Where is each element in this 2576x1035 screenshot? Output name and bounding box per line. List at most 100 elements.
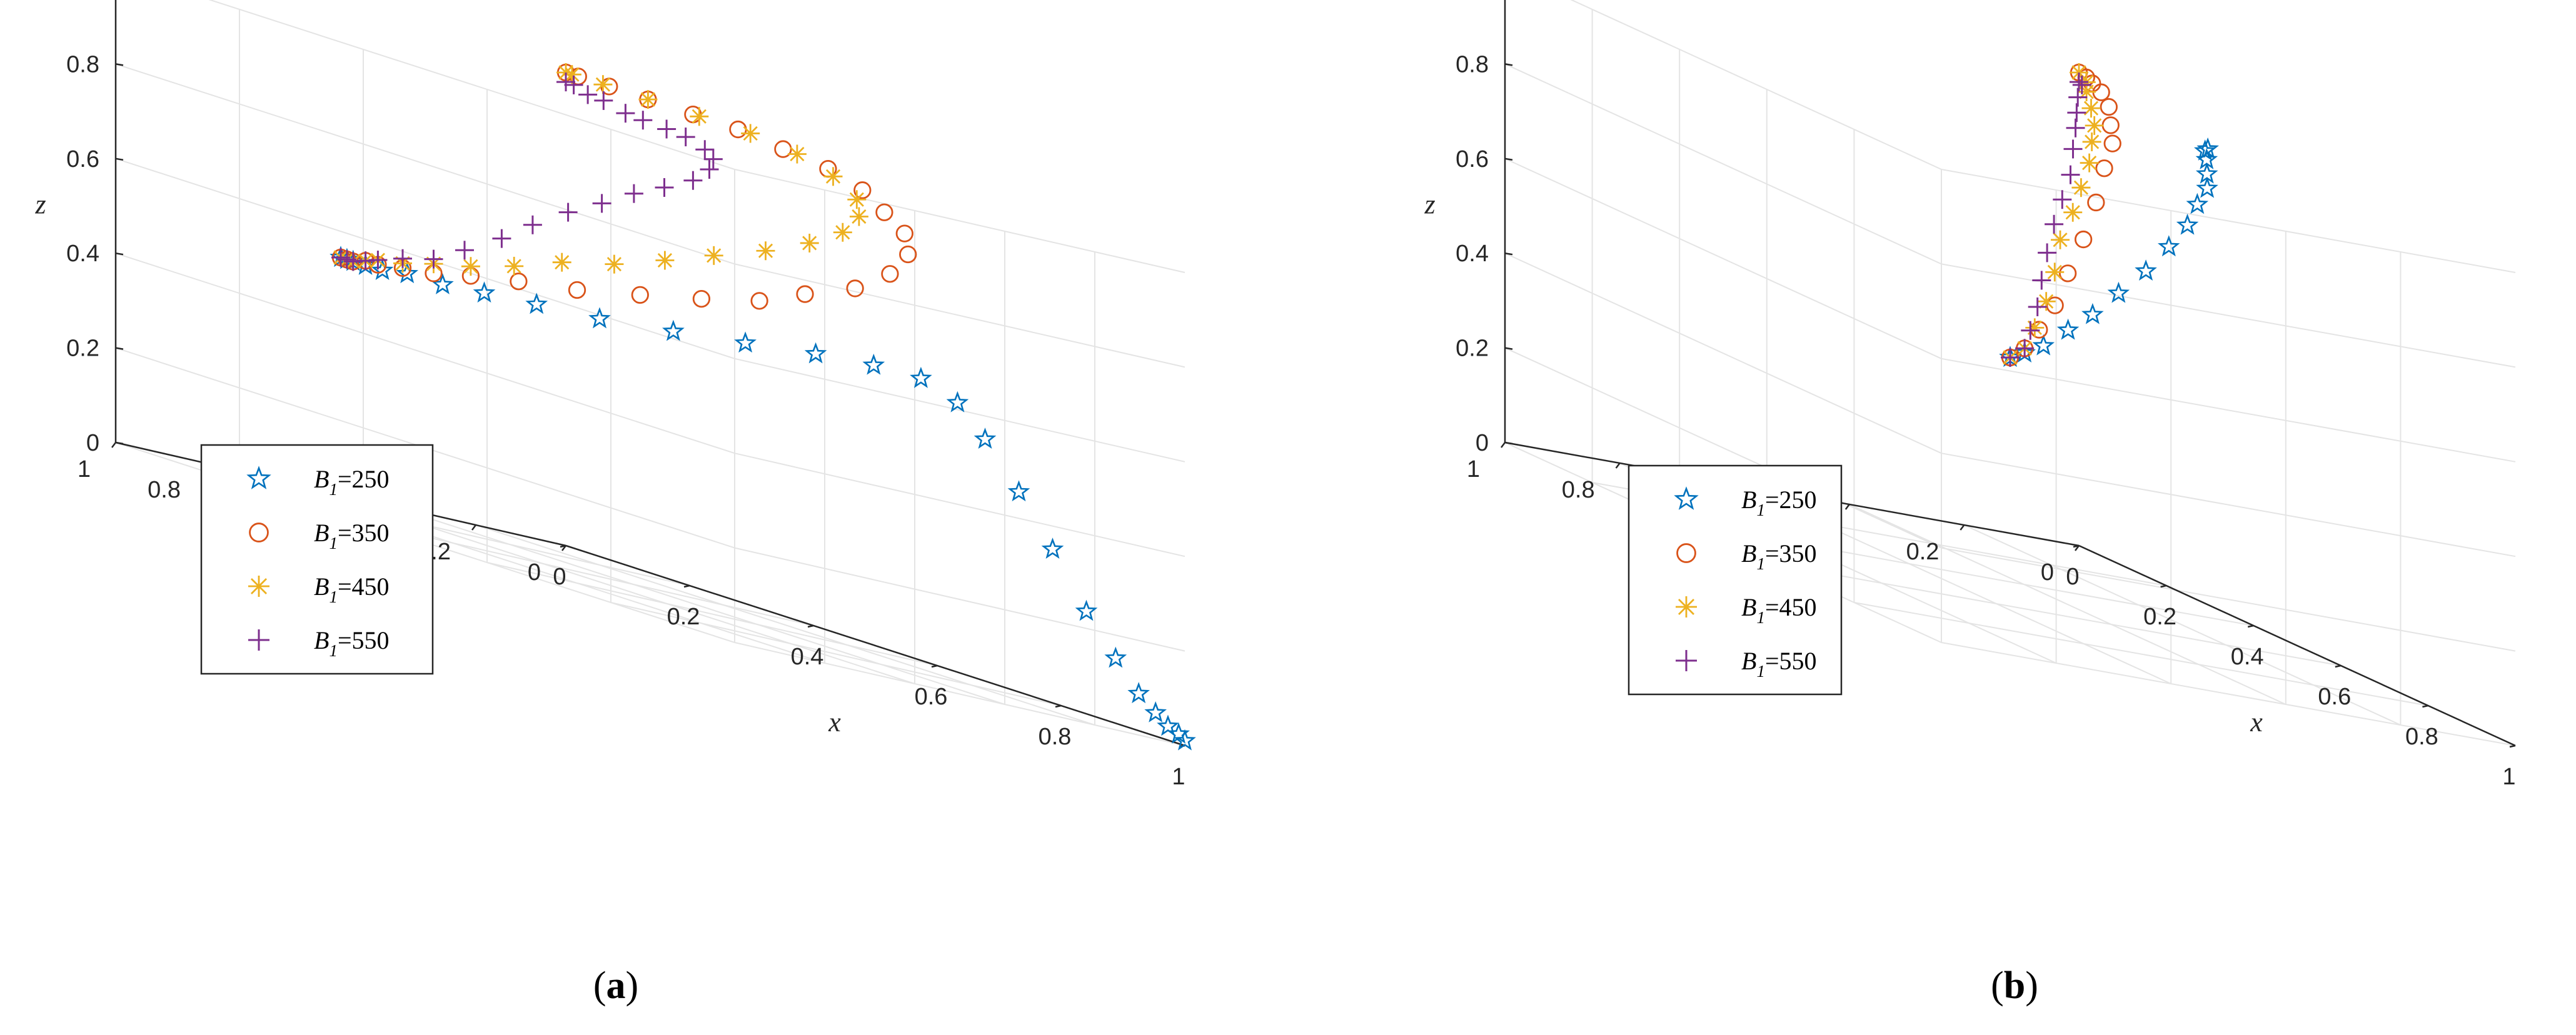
x-tick-mark <box>931 664 938 668</box>
gridline-floor-x <box>1941 642 2516 746</box>
point-b-B1=550-1 <box>2015 339 2035 358</box>
point-b-B1=450-4 <box>2045 262 2065 282</box>
point-a-B1=250-25 <box>1174 729 1196 751</box>
x-tick-label: 1 <box>1172 764 1185 790</box>
point-a-B1=450-11 <box>655 251 675 270</box>
gridline-floor-x <box>486 562 938 666</box>
point-a-B1=550-9 <box>523 215 542 234</box>
z-tick-mark <box>1504 252 1513 256</box>
x-tick-label: 0.8 <box>2405 724 2438 750</box>
y-tick-mark <box>1960 524 1965 531</box>
point-a-B1=350-13 <box>796 285 814 303</box>
gridline-backwall-z <box>208 0 735 170</box>
y-tick-mark <box>1615 462 1621 469</box>
point-a-B1=550-21 <box>616 104 635 123</box>
y-tick-mark <box>2075 545 2080 551</box>
point-b-B1=450-5 <box>2051 230 2070 249</box>
point-a-B1=450-16 <box>849 207 868 226</box>
point-a-B1=250-23 <box>1157 714 1179 736</box>
x-tick-label: 0.6 <box>2318 684 2351 710</box>
point-b-B1=250-3 <box>2056 318 2080 340</box>
gridline-sidewall-z <box>1941 452 2516 558</box>
point-a-B1=550-19 <box>657 119 677 139</box>
point-a-B1=350-22 <box>729 120 747 139</box>
y-tick-mark <box>1844 504 1850 510</box>
point-b-B1=550-7 <box>2053 190 2072 209</box>
panel-b-caption: (b) <box>1991 964 2038 1007</box>
legend-box <box>1628 464 1843 696</box>
point-a-B1=350-12 <box>750 292 768 310</box>
point-b-B1=450-10 <box>2085 116 2104 135</box>
gridline-floor-x <box>363 522 814 626</box>
point-b-B1=250-2 <box>2032 334 2055 356</box>
point-a-B1=550-20 <box>633 111 653 130</box>
point-a-B1=450-20 <box>741 124 760 143</box>
point-b-B1=250-6 <box>2135 259 2157 281</box>
legend-marker-B1=350 <box>249 522 269 542</box>
point-b-B1=450-2 <box>2025 318 2045 338</box>
point-a-B1=550-7 <box>455 241 474 260</box>
point-a-B1=250-15 <box>946 391 969 412</box>
point-a-B1=250-9 <box>588 307 611 329</box>
legend-label-B1=350: B1=350 <box>1741 539 1817 573</box>
gridline-floor-y <box>475 524 1095 726</box>
point-b-B1=550-10 <box>2066 118 2085 138</box>
point-b-B1=550-6 <box>2045 214 2064 234</box>
point-b-B1=250-8 <box>2176 213 2199 235</box>
point-a-B1=550-10 <box>558 202 578 222</box>
point-b-B1=550-9 <box>2063 139 2083 159</box>
point-b-B1=350-9 <box>2101 116 2120 134</box>
x-tick-mark <box>807 624 814 628</box>
point-a-B1=250-8 <box>525 292 548 314</box>
point-b-B1=550-3 <box>2028 297 2047 316</box>
gridline-sidewall-z <box>1941 169 2516 273</box>
series-B1=350 <box>2001 63 2121 367</box>
series-B1=450 <box>331 63 868 276</box>
gridline-sidewall-z <box>734 358 1185 462</box>
point-a-B1=250-14 <box>910 366 932 388</box>
x-axis <box>565 544 1185 747</box>
y-tick-label: 1 <box>78 456 91 482</box>
point-a-B1=450-14 <box>800 233 819 252</box>
point-a-B1=550-24 <box>564 75 583 94</box>
point-b-B1=250-10 <box>2196 176 2218 198</box>
legend-label-B1=550: B1=550 <box>1741 647 1817 681</box>
z-tick-label: 0.8 <box>66 51 99 78</box>
gridline-sidewall-z <box>734 547 1185 652</box>
point-b-B1=350-10 <box>2100 98 2118 116</box>
point-b-B1=450-6 <box>2063 202 2083 222</box>
y-tick-label: 0 <box>2041 559 2054 586</box>
z-tick-mark <box>115 441 124 445</box>
gridline-sidewall-z <box>734 169 1185 273</box>
point-b-B1=250-5 <box>2107 281 2130 303</box>
gridline-floor-y <box>1849 504 2287 705</box>
gridline-floor-y <box>1963 524 2401 726</box>
series-B1=250 <box>330 246 1196 751</box>
panel-b: 0000.20.20.20.40.40.40.60.60.60.80.80.81… <box>1424 0 2516 1007</box>
x-tick-label: 0.6 <box>915 684 948 710</box>
legend-label-B1=450: B1=450 <box>314 572 390 606</box>
point-b-B1=250-14 <box>2196 137 2219 159</box>
legend-box <box>200 444 434 675</box>
point-a-B1=350-10 <box>631 286 649 304</box>
series-B1=350 <box>331 63 917 310</box>
z-axis-label: z <box>34 189 46 220</box>
x-tick-mark <box>2422 704 2428 708</box>
point-b-B1=350-5 <box>2074 230 2093 249</box>
point-b-B1=350-8 <box>2103 134 2121 152</box>
point-b-B1=550-8 <box>2061 165 2080 184</box>
legend-label-B1=250: B1=250 <box>1741 486 1817 519</box>
series-B1=550 <box>331 72 723 271</box>
z-tick-label: 0.6 <box>66 146 99 172</box>
point-a-B1=250-19 <box>1075 599 1098 621</box>
z-tick-label: 0.2 <box>1456 336 1489 362</box>
point-a-B1=250-18 <box>1041 538 1064 559</box>
z-tick-label: 0.6 <box>1456 146 1489 172</box>
point-b-B1=550-14 <box>2070 72 2088 92</box>
point-b-B1=450-8 <box>2080 153 2099 172</box>
point-a-B1=350-18 <box>875 203 893 221</box>
point-a-B1=450-9 <box>552 252 571 272</box>
series-B1=450 <box>2001 63 2104 367</box>
point-a-B1=250-22 <box>1144 701 1167 722</box>
